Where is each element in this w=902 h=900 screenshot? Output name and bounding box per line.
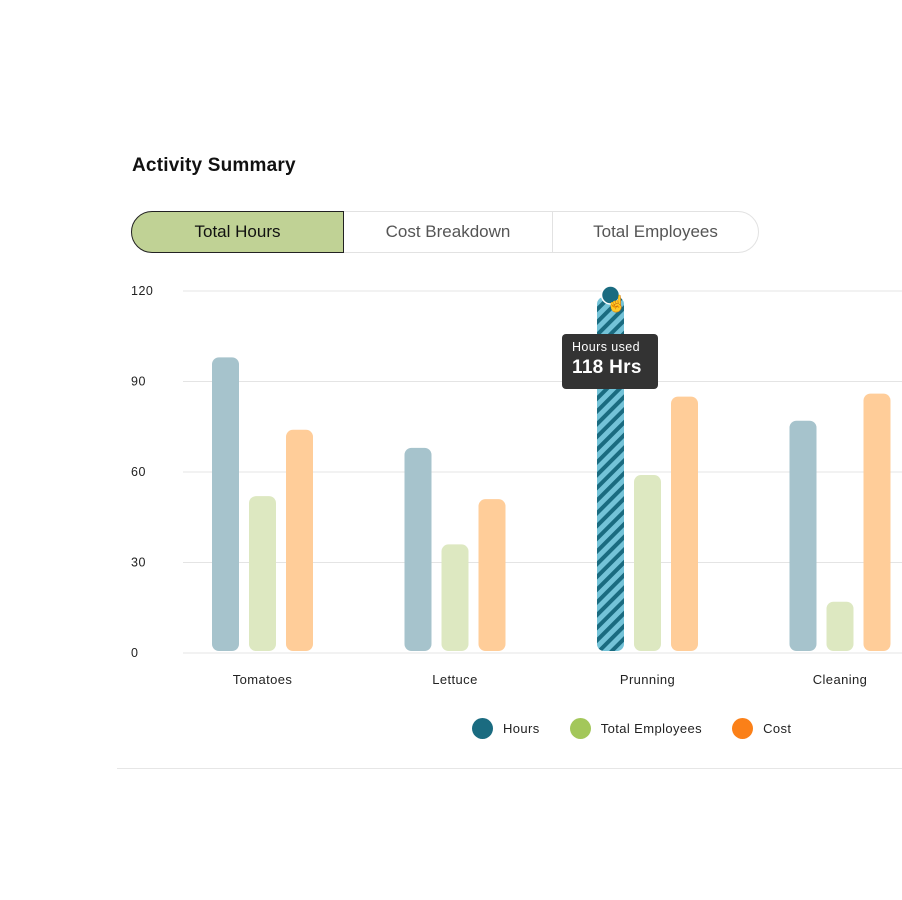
legend-dot: [472, 718, 493, 739]
bar-cost[interactable]: [863, 393, 891, 651]
bar-hours[interactable]: [404, 447, 432, 651]
bar-total-employees[interactable]: [826, 601, 854, 651]
bar-total-employees[interactable]: [634, 475, 661, 651]
x-tick-label: Tomatoes: [233, 672, 293, 687]
x-tick-label: Cleaning: [813, 672, 868, 687]
legend-item-hours[interactable]: Hours: [472, 718, 540, 739]
legend-label: Total Employees: [600, 721, 703, 736]
y-tick-label: 30: [131, 556, 146, 570]
page-title: Activity Summary: [132, 155, 296, 176]
bar-cost[interactable]: [671, 396, 698, 651]
hand-cursor-icon: ☝: [607, 294, 627, 313]
bar-hours[interactable]: [789, 420, 817, 651]
legend: Hours Total Employees Cost: [472, 718, 821, 739]
divider: [117, 768, 902, 769]
legend-dot: [732, 718, 754, 739]
legend-label: Hours: [503, 721, 540, 736]
legend-item-cost[interactable]: Cost: [732, 718, 791, 739]
x-tick-label: Lettuce: [432, 672, 477, 687]
y-tick-label: 90: [131, 375, 146, 389]
y-tick-label: 120: [131, 284, 153, 298]
tooltip-label: Hours used: [572, 340, 640, 354]
bar-total-employees[interactable]: [441, 544, 469, 651]
legend-dot: [569, 718, 591, 739]
y-tick-label: 0: [131, 646, 138, 660]
bar-hours[interactable]: [212, 357, 239, 651]
x-tick-label: Prunning: [620, 672, 675, 687]
legend-item-employees[interactable]: Total Employees: [569, 718, 703, 739]
bar-cost[interactable]: [286, 429, 313, 651]
bar-cost[interactable]: [478, 499, 506, 651]
tab-cost-breakdown[interactable]: Cost Breakdown: [344, 212, 553, 252]
bar-total-employees[interactable]: [249, 496, 276, 651]
tab-bar: Total Hours Cost Breakdown Total Employe…: [131, 211, 759, 253]
y-tick-label: 60: [131, 465, 146, 479]
tab-total-employees[interactable]: Total Employees: [593, 222, 718, 241]
tab-total-hours[interactable]: Total Hours: [131, 211, 344, 253]
highlight-marker: [600, 285, 621, 305]
tooltip-value: 118 Hrs: [572, 357, 642, 378]
tooltip: Hours used 118 Hrs: [562, 334, 658, 389]
legend-label: Cost: [763, 721, 792, 736]
